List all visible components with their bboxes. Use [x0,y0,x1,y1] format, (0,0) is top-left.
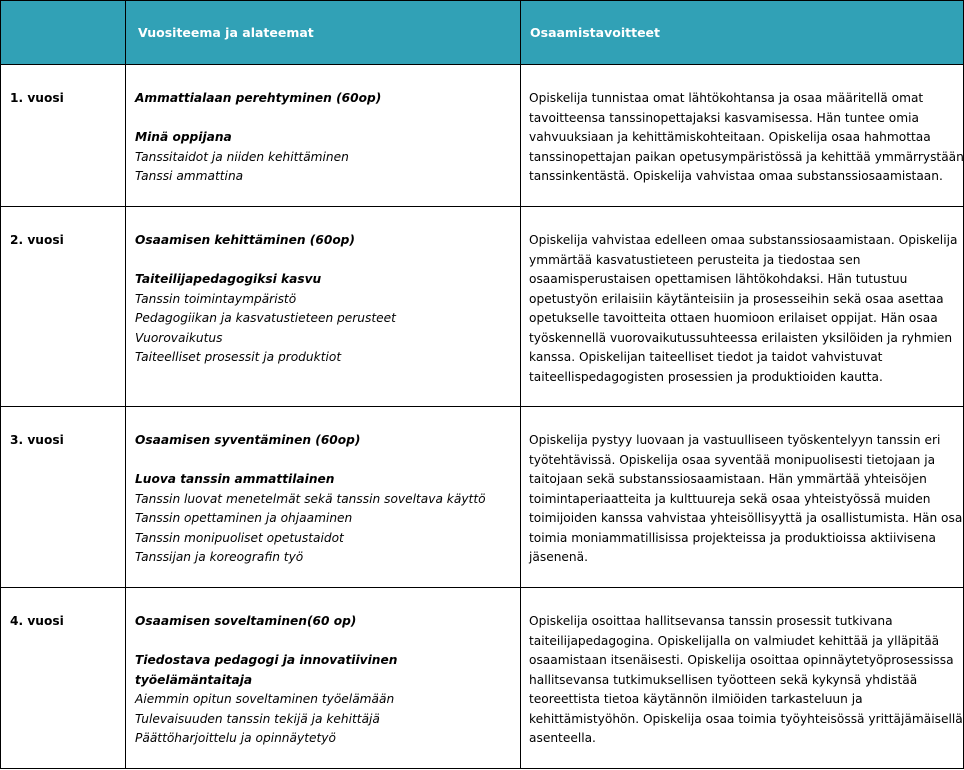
theme-title: Osaamisen syventäminen (60op) [135,433,361,447]
goals-text-line: Opiskelija pystyy luovaan ja vastuullise… [529,433,941,447]
subtheme-item: Tanssijan ja koreografin työ [135,550,304,564]
header-year [0,0,126,65]
goals-text-line: taiteilijapedagogina. Opiskelijalla on v… [529,633,940,648]
year-cell: 4. vuosi [0,587,126,769]
goals-text-line: kanssa. Opiskelijan taiteelliset tiedot … [529,350,883,364]
goals-text-line: Opiskelija tunnistaa omat lähtökohtansa … [529,91,924,105]
goals-cell: Opiskelija osoittaa hallitsevansa tanssi… [520,587,964,769]
table-row: 4. vuosi Osaamisen soveltaminen(60 op) Tie… [0,587,964,769]
goals-text-line: Opiskelija osoittaa hallitsevansa tanssi… [529,614,893,628]
goals-text-line: toimintaperiaatteita ja kulttuureja sekä… [529,491,931,506]
goals-cell: Opiskelija vahvistaa edelleen omaa subst… [520,206,964,407]
header-theme: Vuositeema ja alateemat [125,0,521,65]
subtheme-item: Aiemmin opitun soveltaminen työelämään [135,692,395,706]
year-cell: 2. vuosi [0,206,126,407]
goals-text-line: ymmärtää kasvatustieteen perusteita ja t… [529,252,861,267]
theme-cell: Osaamisen soveltaminen(60 op) Tiedostava … [125,587,521,769]
goals-text-line: osaamisperustaisen opettamisen lähtökohd… [529,272,908,286]
table-row: 2. vuosi Osaamisen kehittäminen (60op) Tai… [0,206,964,407]
year-label: 2. vuosi [10,233,64,247]
goals-text-line: tanssinopettajan paikan opetusympäristös… [529,149,964,164]
goals-cell: Opiskelija pystyy luovaan ja vastuullise… [520,406,964,588]
subtheme-title: Minä oppijana [135,130,232,144]
theme-cell: Ammattialaan perehtyminen (60op) Minä opp… [125,64,521,207]
year-label: 1. vuosi [10,91,64,105]
goals-text-line: työtehtävissä. Opiskelija osaa syventää … [529,452,936,467]
goals-text-line: hallitsevansa tutkimuksellisen työotteen… [529,672,918,687]
subtheme-item: Tanssi ammattina [135,169,244,183]
goals-text-line: taitojaan sekä substanssiosaamistaan. Hä… [529,472,927,486]
goals-text-line: kehittämistyöhön. Opiskelija osaa toimia… [529,711,963,726]
goals-text-line: opetukselle tavoitteita ottaen huomioon … [529,311,938,325]
subtheme-item: Tanssin monipuoliset opetustaidot [135,530,344,545]
goals-text-line: tanssinkentästä. Opiskelija vahvistaa om… [529,169,943,183]
table-row: 3. vuosi Osaamisen syventäminen (60op) Luo… [0,406,964,588]
subtheme-item: Taiteelliset prosessit ja produktiot [135,350,342,364]
goals-text-line: asenteella. [529,731,596,745]
theme-title: Osaamisen soveltaminen(60 op) [135,614,357,628]
subtheme-item: Tanssin opettaminen ja ohjaaminen [135,511,353,525]
goals-text-line: Opiskelija vahvistaa edelleen omaa subst… [529,233,958,247]
subtheme-title: Taiteilijapedagogiksi kasvu [135,272,322,286]
goals-text-line: jäsenenä. [529,550,588,564]
header-row: Vuositeema ja alateemat Osaamistavoittee… [0,0,964,65]
subtheme-item: Tanssin luovat menetelmät sekä tanssin s… [135,491,486,506]
goals-text-line: opetustyön erilaisiin käytänteisiin ja p… [529,291,944,306]
subtheme-item: Vuorovaikutus [135,330,223,345]
spacer [135,451,520,471]
year-label: 3. vuosi [10,433,64,447]
table-row: 1. vuosi Ammattialaan perehtyminen (60op)… [0,64,964,207]
goals-text-line: toimijoiden kanssa vahvistaa yhteisöllis… [529,511,964,525]
subtheme-title: Tiedostava pedagogi ja innovatiivinen [135,653,398,667]
spacer [135,251,520,271]
subtheme-item: Tanssitaidot ja niiden kehittäminen [135,149,349,164]
goals-cell: Opiskelija tunnistaa omat lähtökohtansa … [520,64,964,207]
year-cell: 3. vuosi [0,406,126,588]
goals-text-line: tavoitteensa tanssinopettajaksi kasvamis… [529,110,919,125]
subtheme-title: työelämäntaitaja [135,672,253,687]
goals-text-line: vahvuuksiaan ja kehittämiskohteitaan. Op… [529,130,931,144]
subtheme-item: Päättöharjoittelu ja opinnäytetyö [135,731,336,745]
theme-cell: Osaamisen kehittäminen (60op) Taiteilijap… [125,206,521,407]
theme-cell: Osaamisen syventäminen (60op) Luova tanss… [125,406,521,588]
theme-title: Ammattialaan perehtyminen (60op) [135,91,382,105]
subtheme-item: Tanssin toimintaympäristö [135,291,297,306]
goals-text-line: taiteellispedagogisten prosessien ja pro… [529,369,883,384]
year-cell: 1. vuosi [0,64,126,207]
goals-text-line: toimia moniammatillisissa projekteissa j… [529,530,936,545]
subtheme-title: Luova tanssin ammattilainen [135,472,335,486]
spacer [135,109,520,129]
goals-text-line: osaamistaan itsenäisesti. Opiskelija oso… [529,653,954,667]
goals-text-line: teoreettista tietoa käytännön ilmiöiden … [529,692,863,706]
spacer [135,632,520,652]
subtheme-item: Pedagogiikan ja kasvatustieteen perustee… [135,311,396,325]
goals-text-line: työskennellä vuorovaikutussuhteessa eril… [529,330,953,345]
theme-title: Osaamisen kehittäminen (60op) [135,233,355,247]
header-goals: Osaamistavoitteet [520,0,964,65]
subtheme-item: Tulevaisuuden tanssin tekijä ja kehittäj… [135,711,380,726]
year-label: 4. vuosi [10,614,64,628]
